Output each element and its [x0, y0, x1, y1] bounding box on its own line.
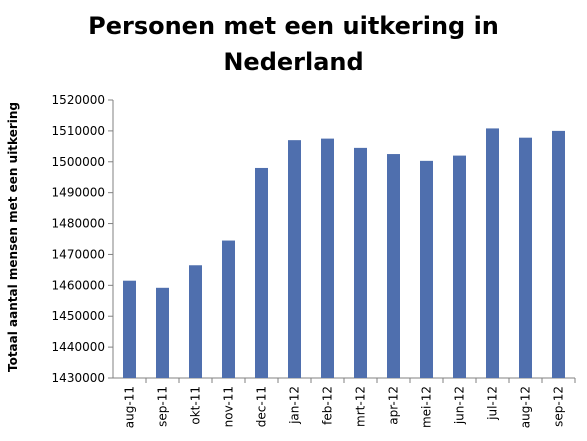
- x-tick-label: jun-12: [453, 386, 467, 425]
- bar: [453, 155, 466, 378]
- x-tick-label: jan-12: [288, 386, 302, 425]
- y-tick-label: 1480000: [52, 217, 105, 231]
- x-tick-label: aug-11: [123, 386, 137, 428]
- x-tick-label: sep-12: [552, 386, 566, 427]
- y-tick-label: 1430000: [52, 371, 105, 385]
- x-tick-label: mrt-12: [354, 386, 368, 427]
- y-tick-label: 1470000: [52, 247, 105, 261]
- x-tick-label: feb-12: [321, 386, 335, 425]
- x-tick-label: sep-11: [156, 386, 170, 427]
- y-tick-label: 1500000: [52, 155, 105, 169]
- bar: [552, 130, 565, 378]
- x-tick-label: dec-11: [255, 386, 269, 427]
- bar: [420, 160, 433, 378]
- bar: [222, 240, 235, 378]
- bar: [189, 265, 202, 378]
- bar: [123, 280, 136, 378]
- x-tick-label: aug-12: [519, 386, 533, 428]
- y-tick-label: 1520000: [52, 93, 105, 107]
- bar: [354, 147, 367, 378]
- y-tick-label: 1490000: [52, 186, 105, 200]
- bar: [288, 140, 301, 378]
- y-tick-label: 1510000: [52, 124, 105, 138]
- x-tick-label: nov-11: [222, 386, 236, 427]
- bar: [156, 287, 169, 378]
- y-tick-label: 1440000: [52, 340, 105, 354]
- x-tick-label: jul-12: [486, 386, 500, 421]
- y-tick-label: 1450000: [52, 309, 105, 323]
- bar: [387, 154, 400, 378]
- y-tick-label: 1460000: [52, 278, 105, 292]
- bar: [519, 137, 532, 378]
- bar: [486, 128, 499, 378]
- bar: [255, 167, 268, 378]
- chart-title: Personen met een uitkering in Nederland: [88, 12, 499, 76]
- x-tick-label: apr-12: [387, 386, 401, 425]
- bar: [321, 138, 334, 378]
- x-tick-label: mei-12: [420, 386, 434, 428]
- x-tick-label: okt-11: [189, 386, 203, 425]
